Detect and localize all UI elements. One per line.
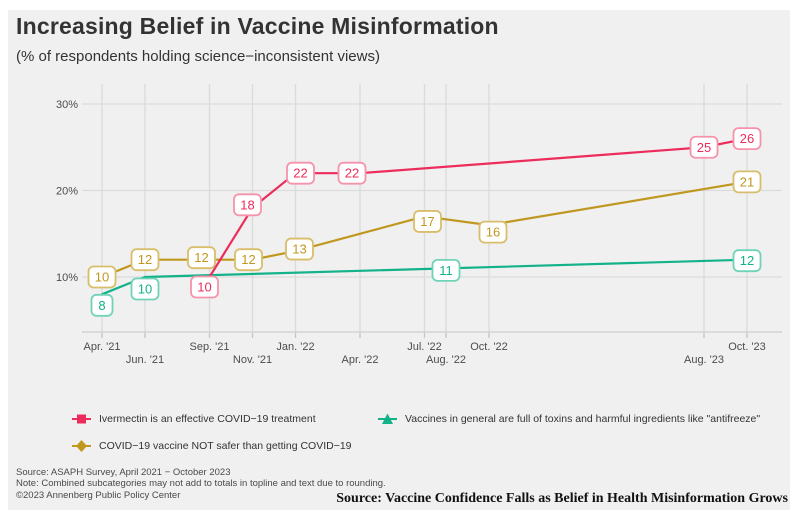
triangle-marker-icon bbox=[378, 412, 397, 426]
svg-text:Apr. '22: Apr. '22 bbox=[342, 354, 379, 366]
svg-text:22: 22 bbox=[345, 166, 359, 181]
svg-text:Jun. '21: Jun. '21 bbox=[126, 354, 164, 366]
svg-text:Aug. '22: Aug. '22 bbox=[426, 354, 466, 366]
svg-text:8: 8 bbox=[98, 298, 105, 313]
svg-text:12: 12 bbox=[740, 253, 754, 268]
legend-label: Vaccines in general are full of toxins a… bbox=[405, 413, 761, 425]
svg-text:Oct. '23: Oct. '23 bbox=[728, 341, 766, 353]
svg-text:Sep. '21: Sep. '21 bbox=[189, 341, 229, 353]
source-line: Source: ASAPH Survey, April 2021 − Octob… bbox=[16, 467, 231, 478]
note-line: Note: Combined subcategories may not add… bbox=[16, 478, 386, 490]
legend-item-ivermectin: Ivermectin is an effective COVID−19 trea… bbox=[72, 412, 378, 426]
svg-text:11: 11 bbox=[439, 263, 453, 278]
svg-text:18: 18 bbox=[240, 197, 254, 212]
legend-label: Ivermectin is an effective COVID−19 trea… bbox=[99, 413, 316, 425]
svg-text:13: 13 bbox=[292, 242, 306, 257]
legend-label: COVID−19 vaccine NOT safer than getting … bbox=[99, 440, 352, 452]
svg-text:25: 25 bbox=[697, 140, 711, 155]
legend: Ivermectin is an effective COVID−19 trea… bbox=[72, 412, 760, 453]
svg-text:Jul. '22: Jul. '22 bbox=[407, 341, 442, 353]
svg-text:17: 17 bbox=[420, 214, 434, 229]
svg-text:16: 16 bbox=[486, 225, 500, 240]
svg-text:Oct. '22: Oct. '22 bbox=[470, 341, 508, 353]
svg-text:12: 12 bbox=[138, 252, 152, 267]
svg-text:Apr. '21: Apr. '21 bbox=[84, 341, 121, 353]
source-note: Source: ASAPH Survey, April 2021 − Octob… bbox=[16, 467, 386, 501]
svg-text:21: 21 bbox=[740, 174, 754, 189]
svg-text:Jan. '22: Jan. '22 bbox=[276, 341, 314, 353]
svg-text:10%: 10% bbox=[56, 272, 78, 284]
svg-text:10: 10 bbox=[95, 270, 109, 285]
legend-item-vaccine-not-safer: COVID−19 vaccine NOT safer than getting … bbox=[72, 439, 378, 453]
svg-text:Aug. '23: Aug. '23 bbox=[684, 354, 724, 366]
legend-item-toxins: Vaccines in general are full of toxins a… bbox=[378, 412, 760, 426]
svg-text:12: 12 bbox=[241, 252, 255, 267]
chart-title: Increasing Belief in Vaccine Misinformat… bbox=[16, 13, 499, 39]
copyright-line: ©2023 Annenberg Public Policy Center bbox=[16, 489, 181, 501]
footer-source: Source: Vaccine Confidence Falls as Beli… bbox=[336, 491, 788, 506]
diamond-marker-icon bbox=[72, 439, 91, 453]
svg-text:22: 22 bbox=[293, 166, 307, 181]
svg-text:10: 10 bbox=[197, 280, 211, 295]
square-marker-icon bbox=[72, 412, 91, 426]
svg-text:30%: 30% bbox=[56, 99, 78, 111]
chart-subtitle: (% of respondents holding science−incons… bbox=[16, 48, 380, 65]
svg-text:20%: 20% bbox=[56, 186, 78, 198]
svg-text:12: 12 bbox=[194, 250, 208, 265]
svg-text:26: 26 bbox=[740, 131, 754, 146]
svg-text:Nov. '21: Nov. '21 bbox=[233, 354, 272, 366]
svg-text:10: 10 bbox=[138, 282, 152, 297]
